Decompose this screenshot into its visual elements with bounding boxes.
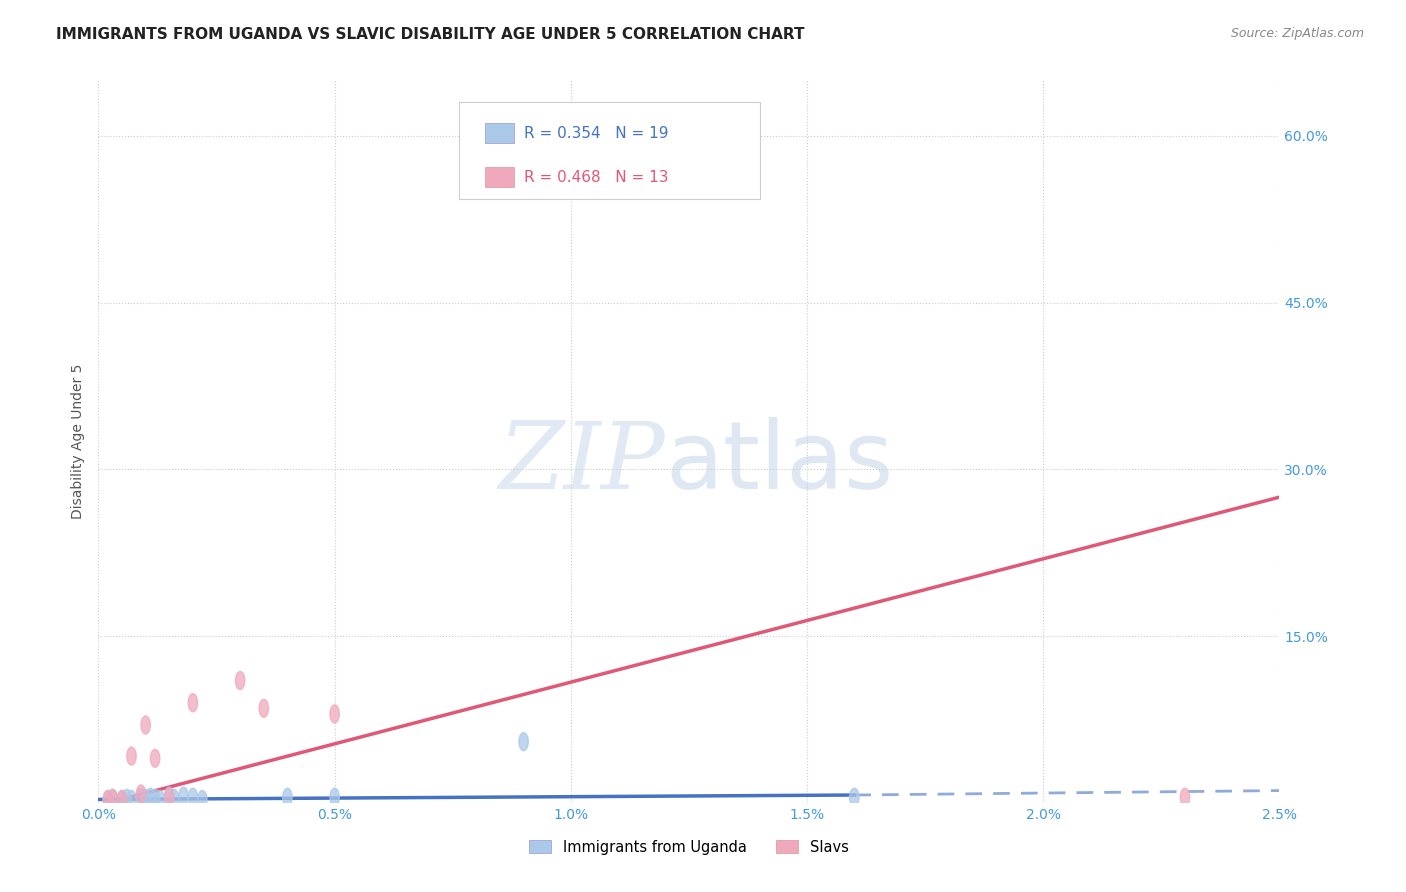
- Y-axis label: Disability Age Under 5: Disability Age Under 5: [70, 364, 84, 519]
- Ellipse shape: [198, 790, 207, 808]
- Ellipse shape: [127, 790, 136, 808]
- Legend: Immigrants from Uganda, Slavs: Immigrants from Uganda, Slavs: [523, 834, 855, 861]
- Ellipse shape: [330, 789, 339, 806]
- Text: Source: ZipAtlas.com: Source: ZipAtlas.com: [1230, 27, 1364, 40]
- Ellipse shape: [122, 789, 132, 807]
- FancyBboxPatch shape: [485, 167, 515, 187]
- Text: R = 0.354   N = 19: R = 0.354 N = 19: [523, 126, 668, 141]
- Ellipse shape: [519, 732, 529, 751]
- Ellipse shape: [141, 716, 150, 734]
- Text: atlas: atlas: [665, 417, 894, 509]
- Ellipse shape: [155, 790, 165, 808]
- Ellipse shape: [136, 785, 146, 803]
- Ellipse shape: [127, 747, 136, 765]
- Ellipse shape: [509, 110, 519, 128]
- Ellipse shape: [169, 789, 179, 807]
- FancyBboxPatch shape: [485, 123, 515, 143]
- Ellipse shape: [235, 672, 245, 690]
- Ellipse shape: [1180, 789, 1189, 806]
- Text: ZIP: ZIP: [499, 418, 665, 508]
- Ellipse shape: [165, 787, 174, 805]
- Ellipse shape: [103, 790, 112, 808]
- Ellipse shape: [117, 790, 127, 808]
- Ellipse shape: [150, 749, 160, 767]
- Ellipse shape: [330, 705, 339, 723]
- Ellipse shape: [849, 789, 859, 806]
- Text: IMMIGRANTS FROM UGANDA VS SLAVIC DISABILITY AGE UNDER 5 CORRELATION CHART: IMMIGRANTS FROM UGANDA VS SLAVIC DISABIL…: [56, 27, 804, 42]
- Text: R = 0.468   N = 13: R = 0.468 N = 13: [523, 169, 668, 185]
- Ellipse shape: [188, 789, 198, 806]
- FancyBboxPatch shape: [458, 102, 759, 200]
- Ellipse shape: [108, 789, 117, 807]
- Ellipse shape: [141, 789, 150, 807]
- Ellipse shape: [117, 790, 127, 808]
- Ellipse shape: [165, 789, 174, 806]
- Ellipse shape: [150, 789, 160, 807]
- Ellipse shape: [108, 789, 117, 807]
- Ellipse shape: [259, 699, 269, 717]
- Ellipse shape: [136, 789, 146, 806]
- Ellipse shape: [146, 789, 155, 806]
- Ellipse shape: [179, 787, 188, 805]
- Ellipse shape: [103, 790, 112, 808]
- Ellipse shape: [188, 694, 198, 712]
- Ellipse shape: [283, 789, 292, 806]
